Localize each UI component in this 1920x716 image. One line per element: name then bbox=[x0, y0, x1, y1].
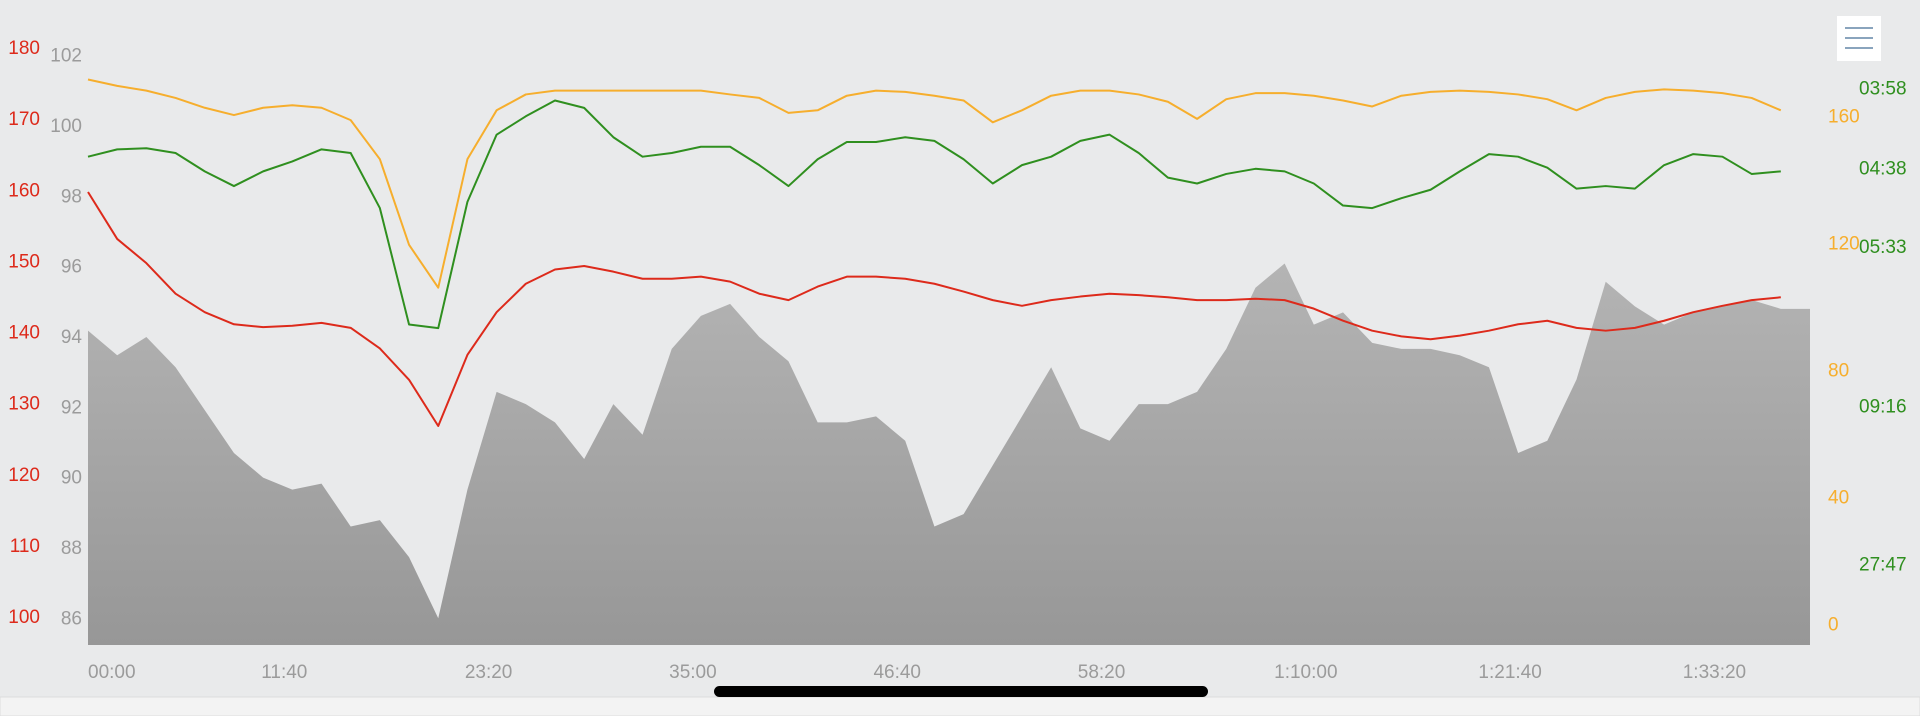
y-tick-label: 05:33 bbox=[1859, 237, 1907, 258]
area bbox=[88, 263, 1810, 645]
menu-button[interactable] bbox=[1837, 16, 1881, 61]
y-tick-label: 0 bbox=[1828, 614, 1839, 635]
y-tick-label: 80 bbox=[1828, 360, 1849, 381]
y-tick-label: 27:47 bbox=[1859, 555, 1907, 576]
y-tick-label: 98 bbox=[61, 186, 82, 207]
home-indicator bbox=[714, 686, 1208, 697]
y-tick-label: 40 bbox=[1828, 487, 1849, 508]
x-tick-label: 46:40 bbox=[873, 662, 921, 683]
y-tick-label: 100 bbox=[50, 116, 82, 137]
y-tick-label: 88 bbox=[61, 538, 82, 559]
x-tick-label: 1:21:40 bbox=[1478, 662, 1541, 683]
y-tick-label: 100 bbox=[8, 607, 40, 628]
y-tick-label: 170 bbox=[8, 109, 40, 130]
x-tick-label: 23:20 bbox=[465, 662, 513, 683]
y-tick-label: 130 bbox=[8, 394, 40, 415]
y-tick-label: 90 bbox=[61, 468, 82, 489]
y-tick-label: 120 bbox=[8, 465, 40, 486]
y-tick-label: 04:38 bbox=[1859, 159, 1907, 180]
line bbox=[87, 78, 1782, 289]
x-tick-label: 35:00 bbox=[669, 662, 717, 683]
y-tick-label: 160 bbox=[1828, 107, 1860, 128]
y-tick-label: 09:16 bbox=[1859, 396, 1907, 417]
y-tick-label: 120 bbox=[1828, 234, 1860, 255]
x-tick-label: 11:40 bbox=[261, 662, 307, 683]
y-tick-label: 94 bbox=[61, 327, 83, 348]
y-tick-label: 160 bbox=[8, 180, 40, 201]
y-tick-label: 92 bbox=[61, 397, 82, 418]
y-tick-label: 102 bbox=[50, 46, 82, 67]
x-tick-label: 00:00 bbox=[88, 662, 136, 683]
line bbox=[87, 99, 1781, 330]
line bbox=[87, 191, 1781, 427]
y-tick-label: 03:58 bbox=[1859, 79, 1907, 100]
y-tick-label: 150 bbox=[8, 251, 40, 272]
x-tick-label: 1:33:20 bbox=[1683, 662, 1746, 683]
y-tick-label: 86 bbox=[61, 608, 82, 629]
x-tick-label: 58:20 bbox=[1078, 662, 1126, 683]
bottom-bar bbox=[0, 696, 1920, 716]
x-tick-label: 1:10:00 bbox=[1274, 662, 1337, 683]
y-tick-label: 180 bbox=[8, 38, 40, 59]
y-tick-label: 96 bbox=[61, 257, 82, 278]
y-tick-label: 140 bbox=[8, 323, 40, 344]
y-tick-label: 110 bbox=[10, 536, 40, 557]
